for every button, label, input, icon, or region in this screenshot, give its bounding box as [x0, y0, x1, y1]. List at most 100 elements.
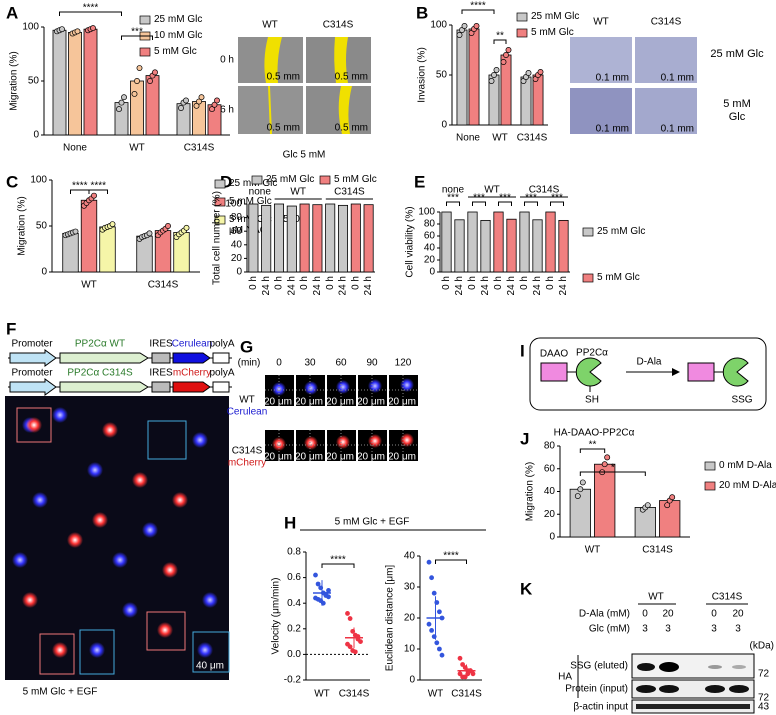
replicate-point	[59, 26, 65, 33]
x-tick-label: WT	[129, 143, 145, 154]
y-axis-label: Migration (%)	[525, 462, 536, 521]
band	[705, 685, 725, 693]
inset-box	[146, 611, 186, 651]
bar	[248, 203, 259, 273]
cell	[197, 642, 213, 658]
cell: 3	[665, 624, 671, 635]
x-tick-label: WT	[81, 280, 97, 291]
bar	[532, 74, 544, 126]
point	[352, 649, 358, 655]
antibody: HA	[558, 672, 572, 683]
panel-label: C	[6, 172, 18, 191]
reporter	[172, 381, 211, 393]
bar	[325, 203, 336, 273]
image	[570, 88, 632, 134]
replicate-point	[214, 97, 220, 104]
reporter	[172, 352, 211, 364]
legend-text: 20 mM D-Ala	[719, 480, 776, 491]
cell	[26, 417, 42, 433]
ires	[151, 381, 171, 393]
significance-bracket	[579, 448, 606, 453]
cell	[92, 512, 108, 528]
x-tick-label: WT	[492, 133, 508, 144]
cells	[12, 407, 218, 658]
image	[635, 88, 697, 134]
pp2c	[722, 357, 749, 387]
scratch-images: WT C314S 0 h 36 h 0.5 mm 0.5 mm 0.5 mm 0…	[215, 20, 371, 161]
x-tick-label: 0 h	[248, 276, 259, 290]
y-tick-label: 60	[424, 231, 436, 242]
marker: 72	[758, 693, 770, 704]
x-tick-label: 0 h	[350, 276, 361, 290]
legend-label: 5 mM Glc	[229, 196, 272, 207]
significance-bracket	[472, 201, 486, 206]
x-tick-label: 24 h	[480, 276, 491, 295]
legend-label: 0 mM D-Ala	[719, 460, 772, 471]
legend-label: 5 mM Glc	[597, 272, 640, 283]
y-tick-label: 0.2	[287, 623, 301, 634]
cell: 0	[642, 609, 648, 620]
replicate-point	[198, 94, 205, 101]
legend-swatch	[704, 481, 716, 491]
replicate-point	[178, 105, 184, 111]
panel-label: J	[520, 429, 529, 448]
scale-bar: 20 μm	[264, 452, 292, 463]
cell	[368, 379, 382, 393]
enzyme-label: DAAO	[540, 349, 569, 360]
x-tick-label: None	[456, 133, 480, 144]
legend-label: 20 mM D-Ala	[719, 480, 776, 491]
band	[708, 665, 722, 669]
point	[429, 575, 434, 581]
bar	[594, 463, 616, 538]
panel-label: H	[284, 513, 296, 532]
y-tick-label: 50	[28, 76, 40, 87]
x-tick-label: 24 h	[338, 276, 349, 295]
legend-swatch	[516, 12, 528, 22]
constructs: Promoter PP2Cα WT IRES Cerulean polyA Pr…	[8, 339, 235, 396]
cell: 20	[662, 609, 674, 620]
bar	[337, 204, 349, 273]
x-tick-label: None	[63, 143, 87, 154]
replicate-point	[525, 70, 532, 76]
y-tick-label: 20	[404, 613, 416, 624]
scale-bar: 20 μm	[388, 452, 416, 463]
cell	[122, 602, 138, 618]
y-tick-label: 100	[22, 22, 39, 33]
replicate-point	[134, 78, 140, 84]
x-tick-label: 24 h	[261, 276, 272, 295]
group-label: none	[442, 185, 465, 196]
point	[457, 655, 463, 661]
x-tick-label: C314S	[148, 280, 179, 291]
significance-bracket	[524, 201, 538, 206]
invasion-images: WT C314S 25 mM Glc 5 mM Glc 0.1 mm 0.1 m…	[570, 17, 764, 135]
scale-bar: 0.1 mm	[596, 73, 629, 84]
replicate-point	[488, 78, 495, 84]
scale-bar: 0.1 mm	[596, 124, 629, 135]
point	[358, 639, 363, 644]
group-label: WT	[484, 185, 500, 196]
cell	[32, 492, 48, 508]
group-label: C314S	[529, 185, 560, 196]
replicate-point	[116, 106, 122, 113]
point	[426, 621, 432, 627]
point	[429, 628, 434, 633]
image	[570, 37, 632, 83]
y-tick-label: 0	[409, 675, 415, 686]
x-tick-label: WT	[428, 689, 444, 700]
arrow-head	[672, 368, 680, 376]
time-unit: (min)	[238, 358, 261, 369]
significance: ****	[443, 551, 459, 562]
group-label: C314S	[334, 187, 365, 198]
replicate-point	[152, 69, 158, 76]
image-row: 36 h	[215, 105, 234, 116]
band	[732, 665, 746, 669]
band	[637, 663, 655, 671]
y-tick-label: 0.4	[287, 598, 301, 609]
bar	[83, 28, 98, 136]
significance: ***	[499, 193, 511, 204]
gene	[59, 352, 149, 364]
point	[439, 652, 445, 658]
legend-text: 5 mM Glc	[334, 174, 377, 185]
cell	[304, 436, 318, 450]
